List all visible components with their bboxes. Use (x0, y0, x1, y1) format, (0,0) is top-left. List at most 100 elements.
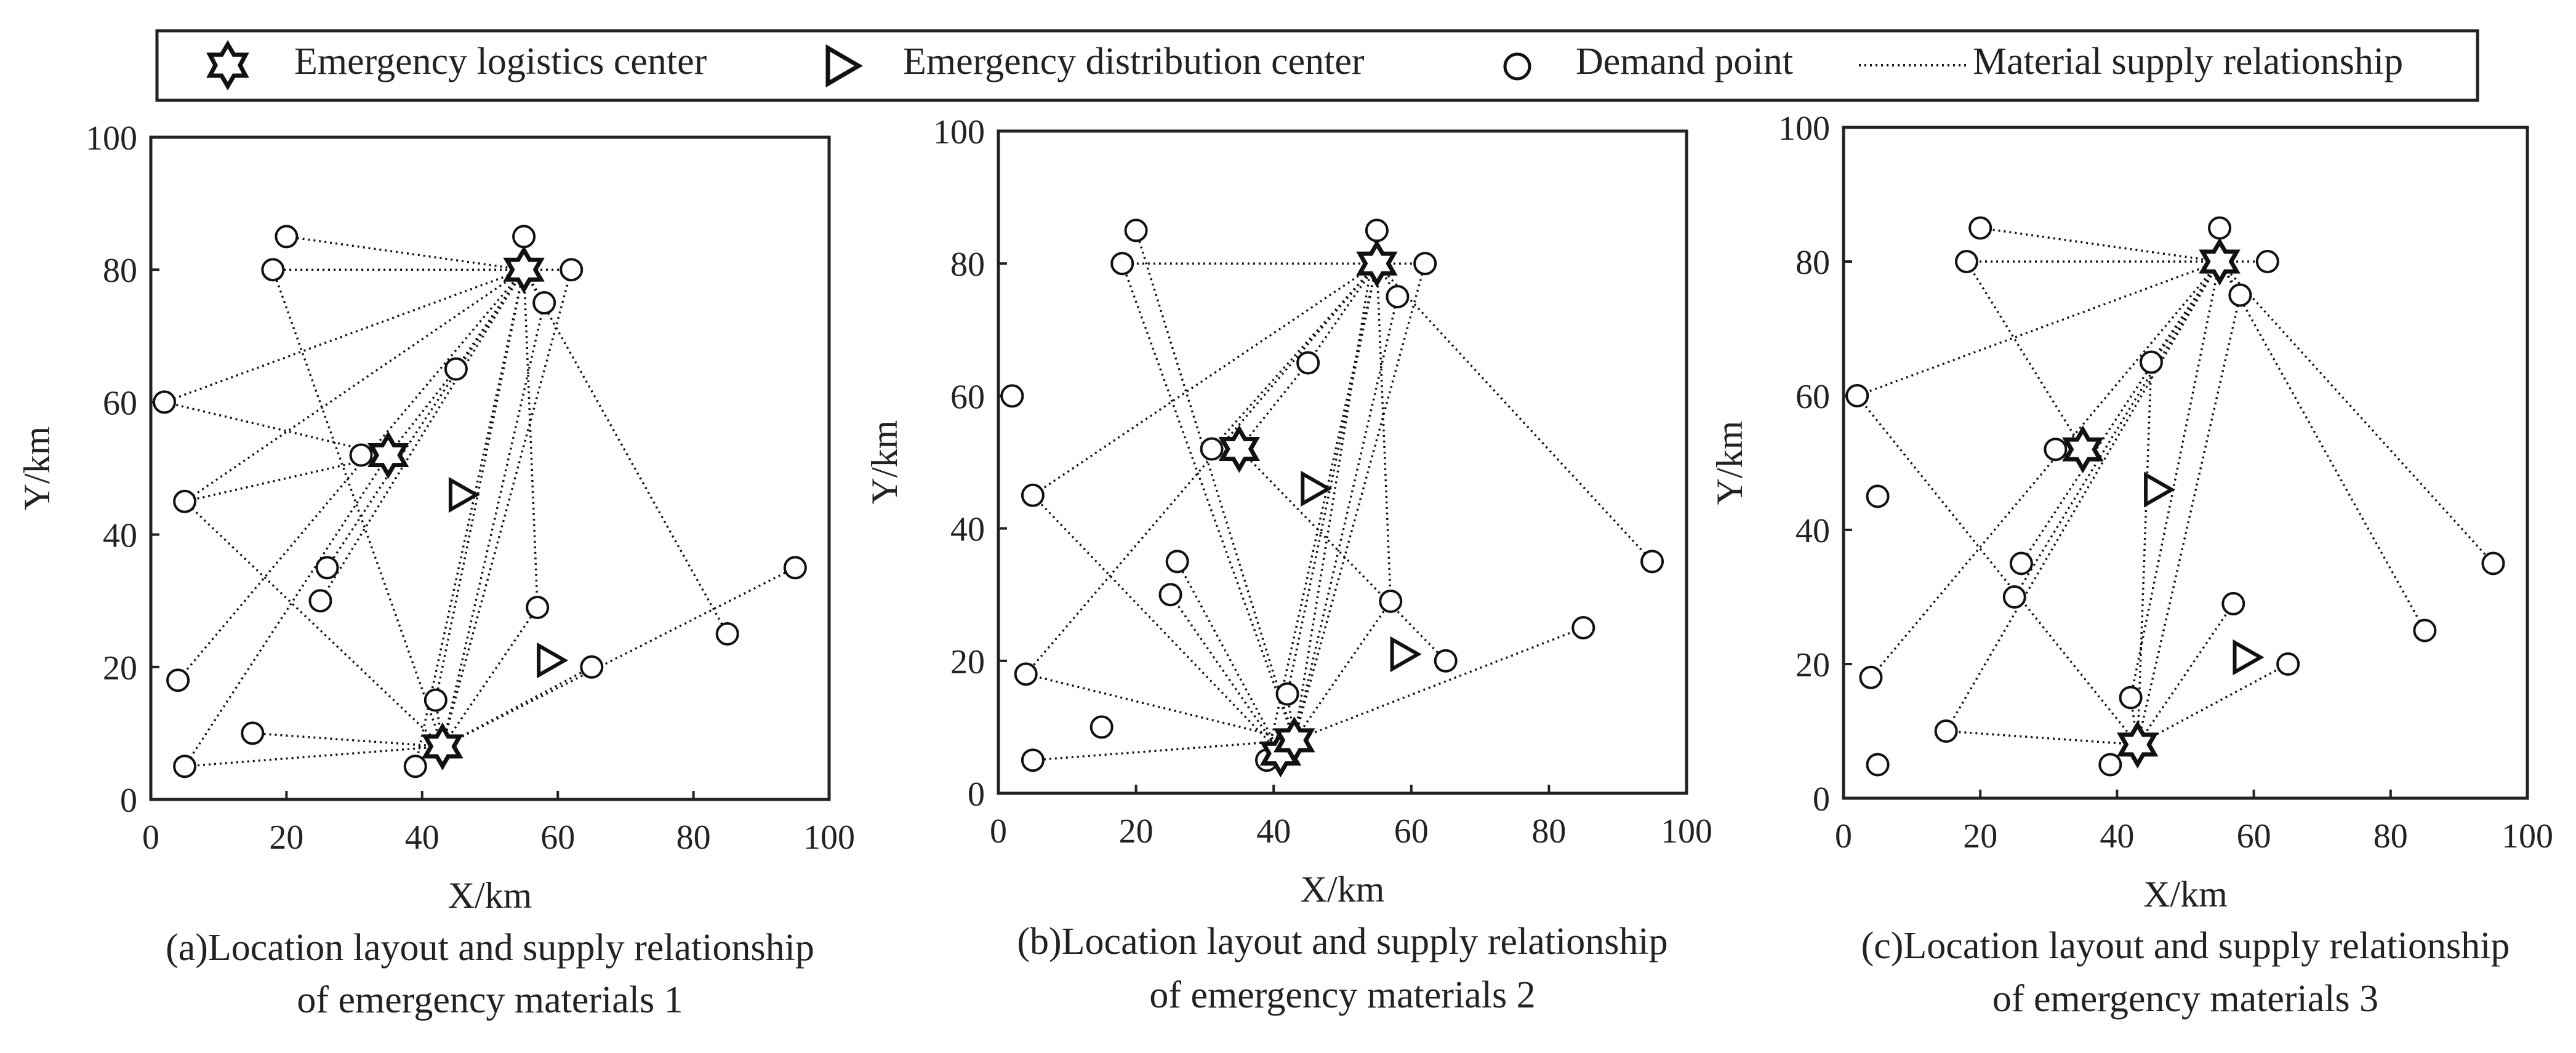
demand-point (1275, 682, 1299, 706)
supply-link (252, 732, 443, 748)
supply-link (271, 269, 444, 747)
y-tick-label: 100 (933, 113, 985, 151)
supply-link (455, 269, 525, 370)
panel-title: of emergency materials 2 (1149, 974, 1535, 1016)
demand-point (1413, 252, 1437, 276)
demand-point (2139, 350, 2163, 374)
supply-link (184, 268, 525, 503)
supply-link (183, 454, 390, 767)
supply-link (2150, 261, 2221, 363)
demand-point (512, 225, 536, 249)
demand-point (423, 688, 447, 712)
demand-point (1021, 483, 1045, 507)
y-tick-label: 0 (120, 782, 137, 820)
supply-link (1294, 627, 1584, 742)
legend-box (155, 29, 2479, 102)
distribution-center (2233, 639, 2265, 676)
demand-point (1365, 218, 1389, 242)
demand-point (349, 443, 373, 467)
distribution-center (1390, 636, 1422, 673)
y-tick-label: 100 (1778, 110, 1830, 148)
demand-point (2009, 551, 2033, 575)
x-tick-label: 80 (1531, 812, 1566, 851)
x-tick-label: 100 (803, 819, 855, 857)
demand-point (261, 258, 285, 282)
circle-icon (1503, 52, 1531, 81)
supply-link (414, 269, 525, 767)
x-tick-label: 60 (2237, 817, 2271, 855)
supply-link (319, 269, 525, 602)
supply-link (441, 606, 539, 747)
demand-point (1571, 616, 1595, 639)
y-axis-label: Y/km (864, 420, 905, 505)
supply-link (1945, 261, 2221, 732)
panel-title: (b)Location layout and supply relationsh… (1017, 921, 1667, 963)
demand-point (1866, 753, 1890, 777)
demand-point (1866, 484, 1890, 508)
supply-link (2137, 603, 2234, 745)
distribution-center (537, 642, 569, 679)
demand-point (715, 622, 739, 646)
panel-b: 0 20 40 60 80 100 0 20 40 60 80 100 X/km Y/km (b)Locat… (864, 113, 1712, 1016)
y-tick-label: 40 (103, 517, 137, 555)
y-tick-label: 40 (950, 511, 985, 549)
demand-point (1859, 665, 1883, 689)
demand-point (1089, 715, 1113, 739)
demand-point (2098, 753, 2122, 777)
supply-link (1870, 260, 2221, 678)
supply-link (2218, 260, 2494, 564)
supply-link (1856, 260, 2220, 397)
demand-point (1934, 719, 1958, 743)
distribution-center (448, 476, 480, 513)
supply-link (1121, 263, 1296, 741)
demand-point (1158, 583, 1182, 607)
y-axis-label: Y/km (17, 426, 57, 511)
supply-link (1376, 263, 1392, 602)
demand-point (2255, 250, 2279, 273)
demand-point (526, 595, 550, 619)
demand-point (783, 556, 807, 580)
panel-c: 0 20 40 60 80 100 0 20 40 60 80 100 X/km Y/km (c)Locat… (1709, 110, 2553, 1020)
y-tick-label: 60 (1796, 378, 1830, 416)
supply-link (1032, 494, 1282, 755)
distribution-center (1301, 470, 1333, 507)
supply-link (1376, 263, 1653, 563)
demand-point (444, 357, 468, 381)
demand-point (2044, 438, 2068, 462)
legend-label: Material supply relationship (1973, 41, 2403, 82)
demand-point (1000, 384, 1024, 408)
demand-point (153, 390, 177, 414)
y-tick-label: 80 (103, 252, 137, 290)
supply-link (183, 500, 444, 748)
demand-point (173, 489, 197, 513)
demand-point (2276, 652, 2300, 676)
y-tick-label: 20 (1796, 646, 1830, 684)
legend-label: Emergency logistics center (294, 41, 707, 82)
supply-link (2129, 261, 2221, 698)
logistics-center (2116, 720, 2159, 769)
panel-title: (c)Location layout and supply relationsh… (1861, 925, 2510, 967)
x-tick-label: 80 (2373, 817, 2408, 855)
demand-point (241, 721, 265, 745)
x-tick-label: 0 (142, 819, 159, 857)
supply-link (1170, 594, 1282, 755)
legend-item-logistics-center: Emergency logistics center (206, 40, 707, 90)
x-axis-label: X/km (448, 875, 532, 916)
x-axis-label: X/km (2143, 874, 2228, 915)
legend-item-demand-point: Demand point (1503, 41, 1793, 82)
x-tick-label: 60 (540, 819, 575, 857)
y-axis-label: Y/km (1709, 421, 1750, 505)
x-tick-label: 80 (676, 819, 711, 857)
supply-link (2137, 663, 2289, 746)
demand-point (1014, 662, 1038, 686)
panel-title: (a)Location layout and supply relationsh… (166, 927, 814, 969)
demand-point (1110, 252, 1134, 276)
logistics-center (2062, 425, 2104, 474)
legend-label: Emergency distribution center (903, 41, 1365, 82)
supply-link (2218, 261, 2426, 631)
supply-link (1946, 730, 2138, 746)
legend-label: Demand point (1576, 41, 1793, 82)
demand-point (2119, 686, 2143, 710)
demand-point (1845, 384, 1869, 407)
